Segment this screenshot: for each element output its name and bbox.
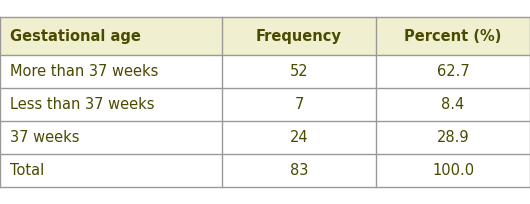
Bar bbox=[222, 17, 376, 55]
Text: 37 weeks: 37 weeks bbox=[10, 130, 80, 145]
Bar bbox=[376, 154, 530, 187]
Text: 52: 52 bbox=[290, 64, 308, 79]
Bar bbox=[0, 154, 222, 187]
Bar bbox=[222, 55, 376, 88]
Text: 28.9: 28.9 bbox=[437, 130, 469, 145]
Bar bbox=[0, 17, 222, 55]
Text: 24: 24 bbox=[290, 130, 308, 145]
Text: 8.4: 8.4 bbox=[441, 97, 465, 112]
Text: Frequency: Frequency bbox=[256, 29, 342, 44]
Text: Less than 37 weeks: Less than 37 weeks bbox=[10, 97, 155, 112]
Text: Percent (%): Percent (%) bbox=[404, 29, 502, 44]
Text: 83: 83 bbox=[290, 163, 308, 178]
Bar bbox=[376, 17, 530, 55]
Bar bbox=[222, 154, 376, 187]
Bar bbox=[376, 88, 530, 121]
Text: 7: 7 bbox=[294, 97, 304, 112]
Text: Total: Total bbox=[10, 163, 44, 178]
Text: 100.0: 100.0 bbox=[432, 163, 474, 178]
Bar bbox=[0, 88, 222, 121]
Text: 62.7: 62.7 bbox=[437, 64, 470, 79]
Bar bbox=[376, 121, 530, 154]
Bar bbox=[222, 121, 376, 154]
Bar bbox=[0, 55, 222, 88]
Bar bbox=[376, 55, 530, 88]
Text: Gestational age: Gestational age bbox=[10, 29, 141, 44]
Bar bbox=[0, 121, 222, 154]
Text: More than 37 weeks: More than 37 weeks bbox=[10, 64, 158, 79]
Bar bbox=[222, 88, 376, 121]
